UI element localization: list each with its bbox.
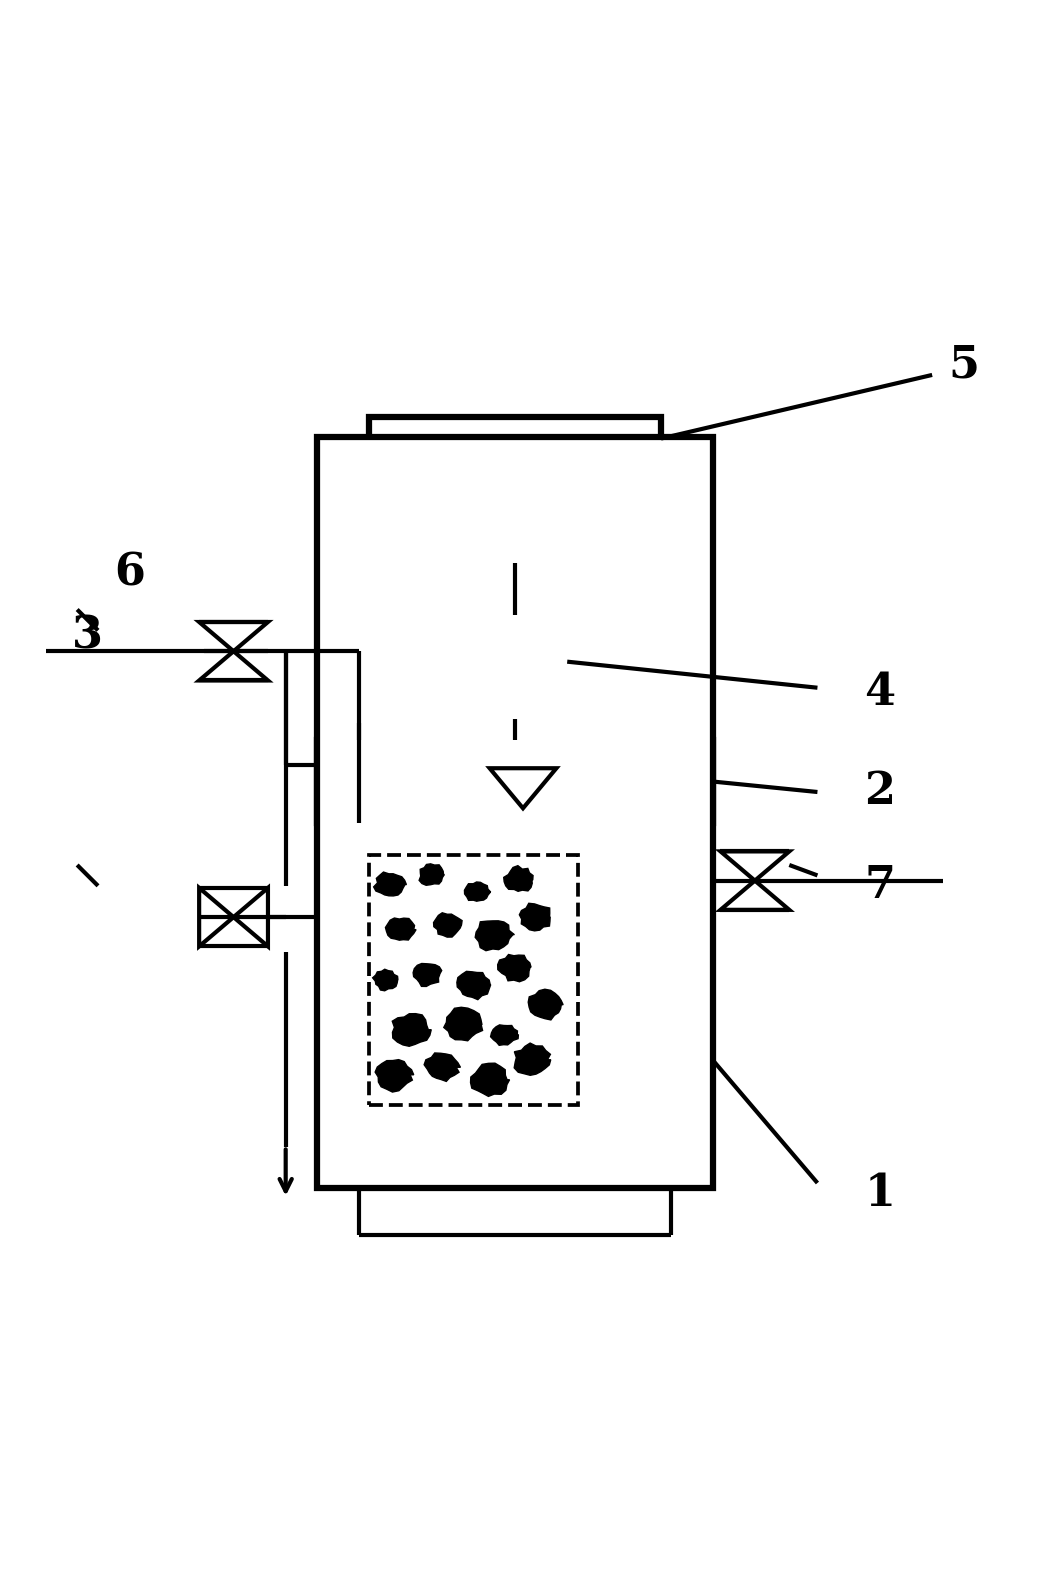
Text: 4: 4: [864, 672, 895, 714]
Polygon shape: [434, 912, 462, 938]
Polygon shape: [457, 971, 491, 1000]
Polygon shape: [491, 1025, 518, 1045]
Polygon shape: [529, 990, 563, 1020]
Polygon shape: [465, 882, 491, 901]
Polygon shape: [425, 1053, 460, 1082]
Polygon shape: [375, 1060, 414, 1091]
Polygon shape: [471, 1063, 510, 1096]
Polygon shape: [413, 963, 441, 987]
Polygon shape: [419, 863, 445, 885]
Polygon shape: [392, 1014, 431, 1047]
Polygon shape: [514, 1044, 551, 1076]
Polygon shape: [519, 903, 550, 931]
Bar: [317, 437, 714, 1188]
Text: 2: 2: [865, 770, 895, 814]
Polygon shape: [444, 1007, 482, 1041]
Bar: [317, 740, 714, 824]
Text: 1: 1: [865, 1172, 895, 1215]
Polygon shape: [386, 919, 416, 941]
Polygon shape: [373, 969, 398, 990]
Bar: [369, 417, 661, 562]
Text: 6: 6: [114, 551, 145, 594]
Text: 7: 7: [865, 865, 895, 908]
Text: 5: 5: [948, 344, 978, 386]
Polygon shape: [503, 866, 533, 892]
Polygon shape: [475, 920, 514, 950]
Bar: [462, 615, 568, 719]
Text: 3: 3: [73, 615, 103, 657]
Bar: [369, 854, 578, 1104]
Polygon shape: [498, 955, 531, 982]
Polygon shape: [374, 873, 407, 897]
